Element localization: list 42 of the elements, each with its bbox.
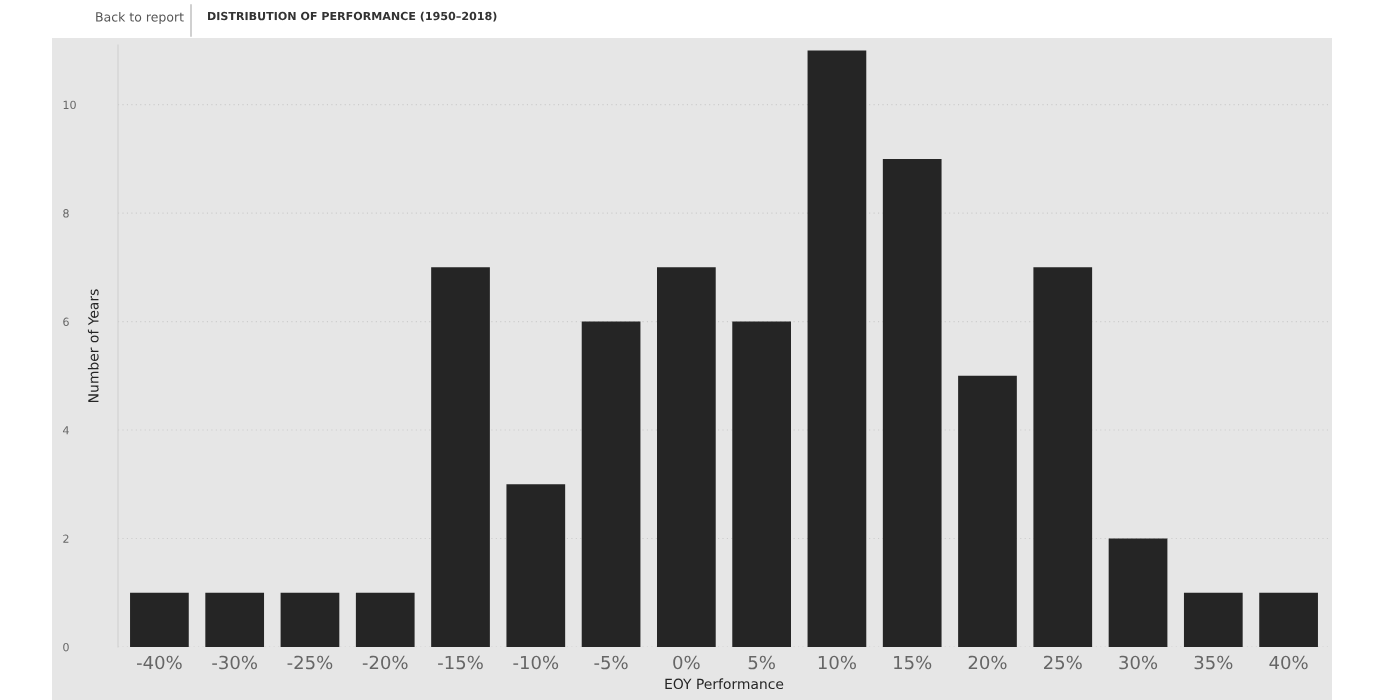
x-tick-label: -30% (212, 655, 258, 670)
chart-title: DISTRIBUTION OF PERFORMANCE (1950–2018) (208, 11, 497, 22)
x-tick-label: 5% (748, 655, 775, 670)
bar (355, 592, 415, 647)
y-tick-label: 6 (63, 317, 69, 326)
x-tick-label: -25% (287, 655, 333, 670)
bar (130, 592, 189, 647)
x-tick-label: 20% (968, 655, 1007, 670)
x-tick-label: -5% (594, 655, 628, 670)
x-tick-label: -40% (136, 655, 182, 670)
bar (205, 592, 265, 647)
y-tick-label: 2 (63, 534, 69, 543)
x-tick-label: 15% (894, 655, 932, 670)
bar (958, 375, 1017, 647)
x-tick-label: 40% (1269, 655, 1308, 670)
bar (506, 484, 566, 647)
y-tick-label: 0 (63, 642, 69, 652)
x-tick-label: -10% (513, 655, 559, 670)
bar (882, 158, 942, 647)
x-tick-label: -20% (362, 655, 408, 670)
y-tick-label: 4 (62, 426, 69, 435)
bar (581, 321, 641, 647)
x-tick-label: 30% (1119, 655, 1158, 670)
bar (807, 50, 867, 647)
bar (431, 267, 490, 647)
x-tick-label: 35% (1194, 655, 1233, 670)
bar (280, 592, 340, 647)
bar (1259, 592, 1318, 647)
bar (1033, 267, 1093, 647)
x-tick-label: 0% (673, 655, 700, 670)
bar (1183, 592, 1243, 647)
y-tick-label: 10 (63, 100, 76, 110)
x-tick-label: 10% (818, 655, 856, 670)
bar (657, 267, 716, 647)
bar (1108, 538, 1168, 647)
x-tick-label: -15% (438, 655, 483, 670)
bar (732, 321, 791, 647)
y-axis-title: Number of Years (87, 289, 99, 402)
x-axis-title: EOY Performance (665, 678, 784, 690)
x-tick-label: 25% (1044, 655, 1082, 670)
text: Back to report (96, 11, 184, 25)
y-tick-label: 8 (63, 209, 69, 218)
